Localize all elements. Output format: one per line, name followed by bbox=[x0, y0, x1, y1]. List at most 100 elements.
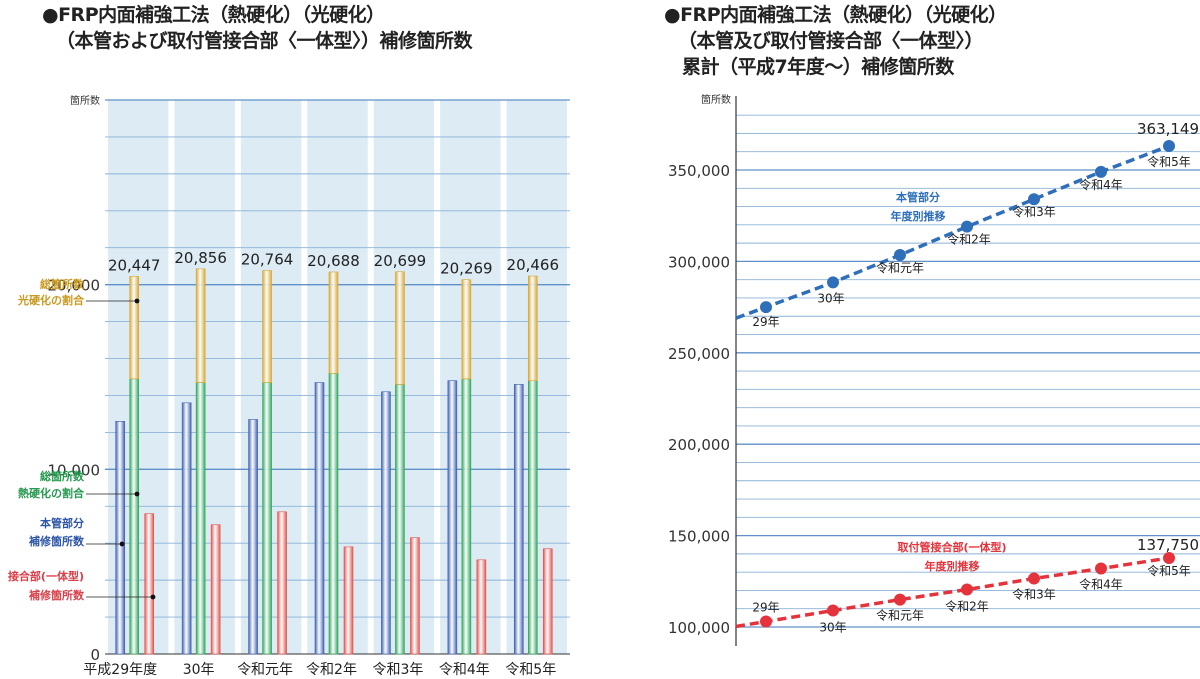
y-tick-label: 20,000 bbox=[48, 277, 101, 295]
y-tick-label: 200,000 bbox=[668, 436, 730, 454]
total-label: 20,447 bbox=[108, 256, 161, 274]
total-label: 20,269 bbox=[440, 260, 493, 278]
point-label: 令和4年 bbox=[1079, 177, 1123, 192]
legend-dot bbox=[134, 298, 140, 304]
series-line-honkan bbox=[735, 144, 1170, 320]
legend-label: 総箇所数 bbox=[40, 469, 85, 483]
point-label: 令和5年 bbox=[1147, 154, 1191, 169]
point-label: 30年 bbox=[817, 291, 844, 305]
x-tick-label: 平成29年度 bbox=[83, 662, 157, 678]
left-title-line-1: ●FRP内面補強工法（熱硬化）（光硬化） bbox=[42, 4, 385, 26]
point-label: 令和3年 bbox=[1012, 204, 1056, 219]
y-tick-label: 0 bbox=[90, 646, 100, 664]
x-tick-label: 令和元年 bbox=[237, 662, 293, 678]
data-point-honkan bbox=[961, 220, 973, 233]
point-label: 令和2年 bbox=[947, 232, 991, 247]
point-label: 30年 bbox=[819, 621, 846, 635]
bar-setsugoubu bbox=[476, 559, 487, 655]
bar-hikarikouka bbox=[195, 268, 206, 383]
bar-hikarikouka bbox=[129, 276, 140, 380]
data-point-setsugoubu bbox=[827, 604, 839, 617]
data-point-honkan bbox=[1028, 193, 1040, 206]
bar-setsugoubu bbox=[542, 548, 553, 655]
total-label: 20,856 bbox=[174, 249, 227, 267]
end-value-label: 363,149 bbox=[1137, 120, 1199, 138]
point-label: 令和4年 bbox=[1079, 577, 1123, 592]
bar-honkan bbox=[381, 391, 391, 655]
data-point-setsugoubu bbox=[1095, 562, 1107, 575]
data-point-setsugoubu bbox=[760, 615, 772, 628]
x-tick-label: 令和5年 bbox=[505, 662, 556, 678]
bar-honkan bbox=[115, 421, 126, 655]
bar-honkan bbox=[314, 382, 325, 655]
legend-dot bbox=[119, 541, 125, 547]
bar-honkan bbox=[248, 419, 258, 655]
legend-label: 補修箇所数 bbox=[28, 534, 85, 548]
legend-label: 光硬化の割合 bbox=[17, 293, 85, 307]
legend-dot bbox=[134, 491, 140, 497]
point-label: 29年 bbox=[752, 315, 779, 329]
series-title: 年度別推移 bbox=[925, 559, 980, 573]
legend-label: 本管部分 bbox=[40, 516, 84, 530]
right-chart-title: ●FRP内面補強工法（熱硬化）（光硬化） （本管及び取付管接合部〈一体型〉） 累… bbox=[664, 2, 1007, 80]
bar-hikarikouka bbox=[328, 271, 339, 374]
bar-hikarikouka bbox=[461, 279, 472, 380]
data-point-honkan bbox=[1095, 165, 1107, 178]
bar-hikarikouka bbox=[262, 270, 272, 383]
total-label: 20,699 bbox=[374, 252, 427, 270]
data-point-honkan bbox=[760, 301, 772, 314]
point-label: 令和5年 bbox=[1147, 563, 1191, 578]
point-label: 29年 bbox=[752, 601, 779, 615]
x-tick-label: 令和2年 bbox=[306, 662, 357, 678]
data-point-setsugoubu bbox=[1163, 551, 1175, 564]
right-title-line-2: （本管及び取付管接合部〈一体型〉） bbox=[678, 30, 984, 52]
data-point-setsugoubu bbox=[1028, 572, 1040, 585]
y-tick-label: 300,000 bbox=[668, 253, 730, 271]
bar-honkan bbox=[447, 380, 458, 655]
legend-label: 熱硬化の割合 bbox=[18, 486, 85, 500]
x-tick-label: 30年 bbox=[183, 662, 215, 678]
data-point-setsugoubu bbox=[894, 593, 906, 606]
bar-hikarikouka bbox=[395, 271, 405, 385]
end-value-label: 137,750 bbox=[1137, 536, 1199, 554]
legend-label: 総箇所数 bbox=[40, 277, 85, 291]
point-label: 令和元年 bbox=[876, 608, 924, 623]
right-title-line-3: 累計（平成7年度〜）補修箇所数 bbox=[682, 56, 954, 78]
right-title-line-1: ●FRP内面補強工法（熱硬化）（光硬化） bbox=[664, 4, 1007, 26]
data-point-honkan bbox=[894, 249, 906, 262]
bar-setsugoubu bbox=[410, 537, 420, 655]
series-title: 年度別推移 bbox=[891, 209, 946, 223]
x-tick-label: 令和3年 bbox=[372, 662, 423, 678]
data-point-honkan bbox=[827, 276, 839, 289]
bar-setsugoubu bbox=[210, 524, 221, 655]
legend-label: 補修箇所数 bbox=[28, 588, 85, 602]
bar-setsugoubu bbox=[343, 546, 354, 655]
y-axis-label: 箇所数 bbox=[70, 94, 100, 107]
legend-dot bbox=[150, 594, 156, 600]
legend-label: 接合部(一体型) bbox=[8, 569, 84, 583]
bar-setsugoubu bbox=[277, 511, 287, 655]
y-tick-label: 10,000 bbox=[48, 461, 101, 479]
point-label: 令和元年 bbox=[876, 260, 924, 275]
series-title: 取付管接合部(一体型) bbox=[897, 540, 1006, 554]
data-point-honkan bbox=[1163, 139, 1175, 152]
series-title: 本管部分 bbox=[896, 190, 940, 204]
total-label: 20,764 bbox=[241, 251, 294, 269]
total-label: 20,688 bbox=[307, 252, 360, 270]
bar-setsugoubu bbox=[144, 513, 155, 655]
y-tick-label: 250,000 bbox=[668, 345, 730, 363]
point-label: 令和2年 bbox=[945, 599, 989, 614]
point-label: 令和3年 bbox=[1012, 587, 1056, 602]
bar-hikarikouka bbox=[527, 275, 538, 381]
x-tick-label: 令和4年 bbox=[439, 662, 490, 678]
bar-honkan bbox=[513, 384, 524, 655]
y-axis-label: 箇所数 bbox=[701, 93, 731, 106]
y-tick-label: 100,000 bbox=[668, 619, 730, 637]
left-bar-chart: 箇所数 0 10,000 20,000 20,447 平成29年度 20,856 30年 20,… bbox=[8, 94, 570, 678]
data-point-setsugoubu bbox=[961, 583, 973, 596]
left-title-line-2: （本管および取付管接合部〈一体型〉）補修箇所数 bbox=[56, 30, 473, 52]
y-tick-label: 350,000 bbox=[668, 162, 730, 180]
series-line-setsugoubu bbox=[735, 556, 1170, 629]
left-chart-title: ●FRP内面補強工法（熱硬化）（光硬化） （本管および取付管接合部〈一体型〉）補… bbox=[42, 2, 473, 54]
